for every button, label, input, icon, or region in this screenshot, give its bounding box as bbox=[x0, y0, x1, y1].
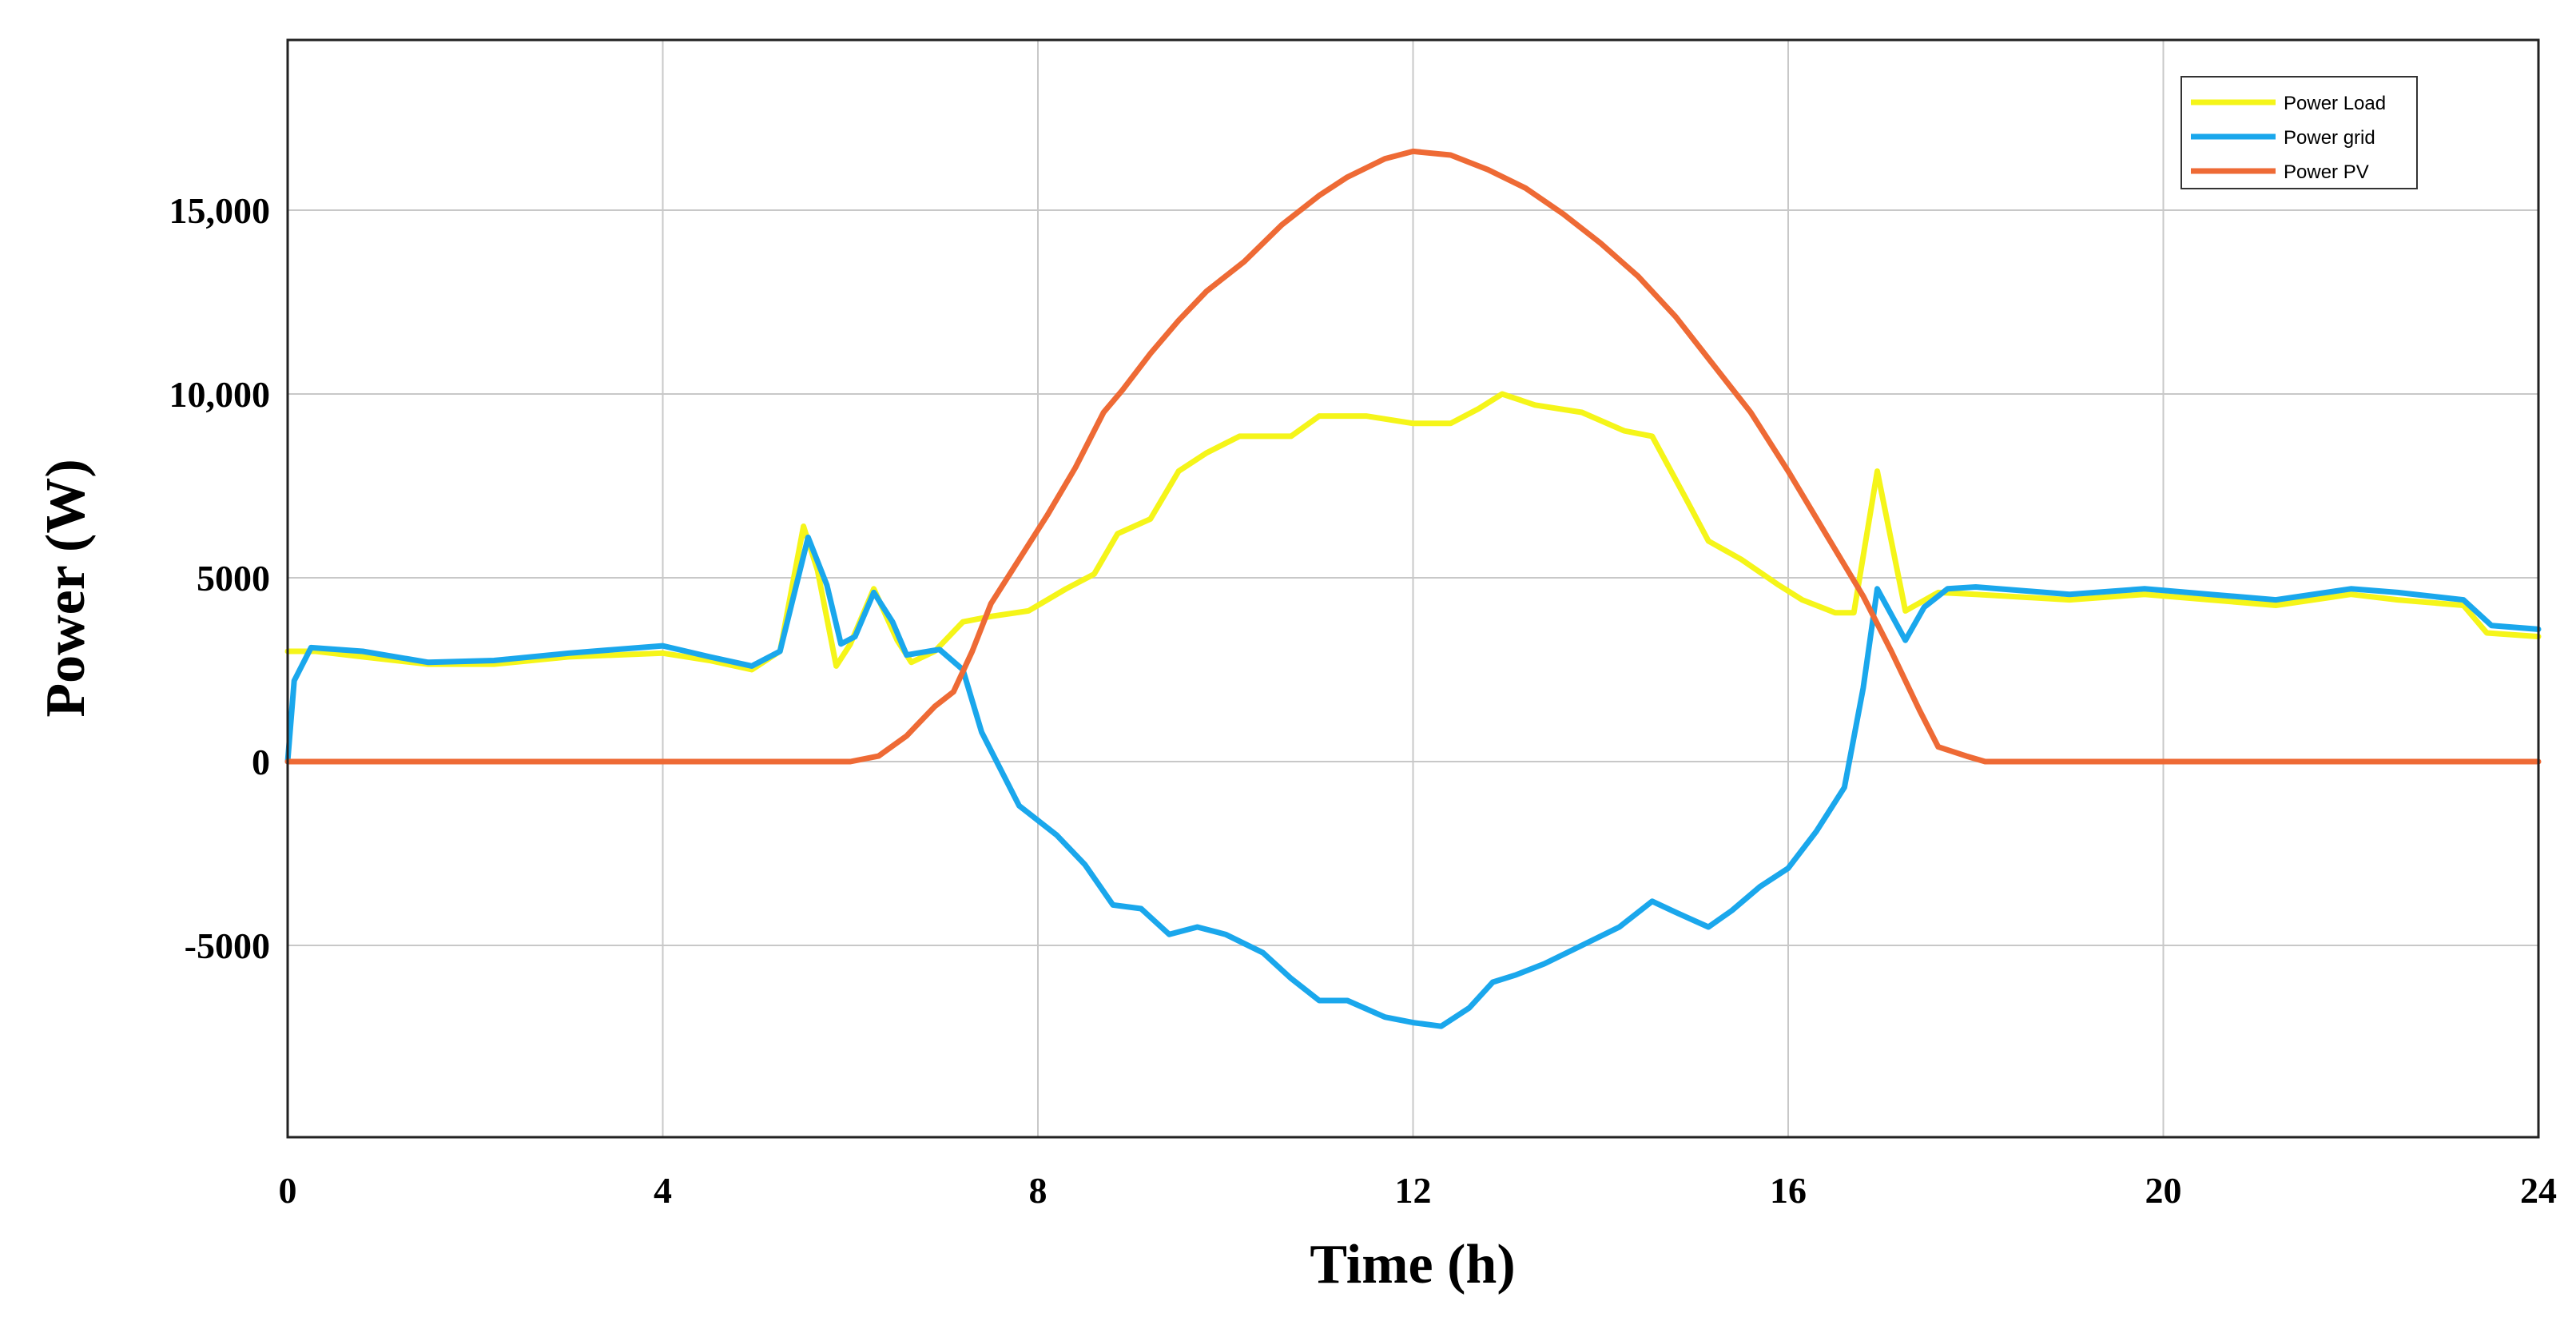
y-tick-label: 0 bbox=[252, 742, 270, 782]
series-line-power-pv bbox=[284, 148, 2542, 765]
x-tick-label: 24 bbox=[2520, 1170, 2557, 1211]
y-tick-label: 10,000 bbox=[169, 374, 271, 415]
x-tick-label: 12 bbox=[1395, 1170, 1432, 1211]
series-line-power-grid bbox=[284, 534, 2542, 1029]
legend-label-power-load: Power Load bbox=[2284, 93, 2386, 114]
x-tick-label: 0 bbox=[279, 1170, 297, 1211]
x-tick-label: 8 bbox=[1029, 1170, 1047, 1211]
y-tick-labels: 15,000 10,000 5000 0 -5000 bbox=[169, 190, 271, 966]
legend: Power Load Power grid Power PV bbox=[2180, 76, 2418, 189]
plot-frame bbox=[286, 38, 2540, 1139]
x-tick-labels: 0 4 8 12 16 20 24 bbox=[279, 1170, 2558, 1211]
y-tick-label: -5000 bbox=[185, 925, 270, 966]
series-lines bbox=[284, 148, 2542, 1029]
x-tick-label: 16 bbox=[1770, 1170, 1807, 1211]
x-tick-label: 20 bbox=[2145, 1170, 2182, 1211]
y-axis-label: Power (W) bbox=[35, 459, 97, 717]
x-tick-label: 4 bbox=[654, 1170, 672, 1211]
y-tick-label: 5000 bbox=[197, 558, 270, 599]
legend-label-power-pv: Power PV bbox=[2284, 161, 2369, 183]
y-tick-label: 15,000 bbox=[169, 190, 271, 231]
series-line-power-load bbox=[284, 391, 2542, 673]
legend-label-power-grid: Power grid bbox=[2284, 127, 2375, 149]
x-axis-label: Time (h) bbox=[1310, 1234, 1515, 1295]
